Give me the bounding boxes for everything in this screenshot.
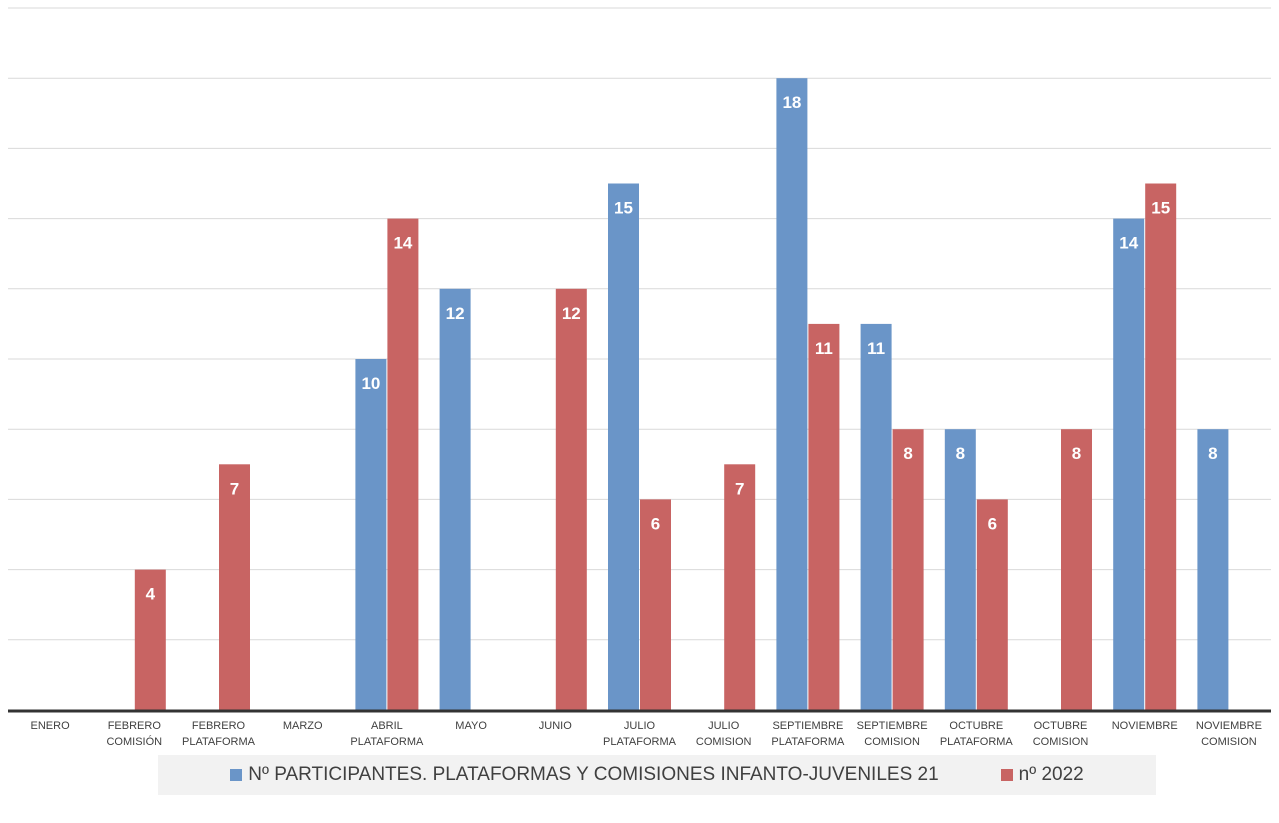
bar-series-2 [219, 464, 250, 710]
data-label: 8 [1208, 444, 1217, 463]
x-tick-label: MARZO [283, 720, 323, 732]
data-label: 11 [815, 339, 833, 358]
data-label: 6 [988, 514, 997, 533]
x-tick-label: ABRIL PLATAFORMA [350, 720, 424, 748]
bar-series-1 [944, 429, 976, 710]
data-label: 7 [230, 479, 239, 498]
data-label: 8 [956, 444, 965, 463]
legend-swatch-series-1 [230, 769, 243, 781]
x-tick-label: JULIO PLATAFORMA [603, 720, 677, 748]
data-label: 6 [651, 514, 660, 533]
data-label: 4 [146, 585, 156, 604]
gridlines [8, 7, 1271, 641]
bar-series-2 [640, 499, 671, 710]
x-tick-label: FEBREROCOMISIÓNINFANTO [106, 720, 162, 750]
bar-chart: 4 7 10 14 12 12 15 6 7 18 11 11 8 8 6 8 14 15 8 ENERO FEBRE… [8, 7, 1271, 750]
data-label: 18 [782, 93, 801, 112]
x-tick-label: JUNIO [539, 720, 572, 732]
data-label: 11 [867, 339, 885, 358]
x-tick-label: OCTUBRE COMISION [1033, 720, 1089, 748]
x-tick-label: NOVIEMBRE [1112, 720, 1178, 732]
bar-series-1 [439, 288, 471, 710]
legend-label-series-1: Nº PARTICIPANTES. PLATAFORMAS Y COMISION… [248, 764, 939, 785]
data-label: 15 [1151, 199, 1170, 218]
data-label: 12 [562, 304, 581, 323]
bar-series-2 [724, 464, 756, 710]
bar-series-2 [808, 323, 840, 710]
bar-series-1 [608, 183, 639, 710]
bar-series-1 [860, 323, 892, 710]
x-tick-label: FEBRERO PLATAFORMA [182, 720, 256, 748]
x-tick-label: SEPTIEMBRE PLATAFORMA [771, 720, 845, 748]
bar-series-1 [776, 78, 808, 710]
bars [134, 78, 1229, 710]
x-tick-label: SEPTIEMBRE COMISION [857, 720, 928, 748]
legend-swatch-series-2 [1000, 769, 1013, 781]
x-tick-label: OCTUBRE PLATAFORMA [940, 720, 1014, 748]
data-label: 14 [1119, 234, 1138, 253]
x-tick-label: MAYO [455, 720, 487, 732]
legend: Nº PARTICIPANTES. PLATAFORMAS Y COMISION… [158, 755, 1156, 795]
x-tick-label: NOVIEMBRE COMISION [1196, 720, 1262, 748]
bar-series-2 [976, 499, 1008, 710]
data-labels: 4 7 10 14 12 12 15 6 7 18 11 11 8 8 6 8 14 15 8 [146, 93, 1218, 603]
bar-series-1 [1113, 218, 1145, 710]
data-label: 10 [361, 374, 380, 393]
bar-series-1 [1197, 429, 1229, 710]
bar-series-1 [355, 359, 387, 710]
data-label: 14 [393, 234, 412, 253]
data-label: 8 [1072, 444, 1081, 463]
bar-series-2 [387, 218, 419, 710]
x-tick-label: ENERO [31, 720, 71, 732]
bar-series-2 [892, 429, 924, 710]
bar-series-2 [1145, 183, 1177, 710]
data-label: 8 [903, 444, 912, 463]
bar-series-2 [1061, 429, 1092, 710]
x-axis-tick-labels: ENERO FEBREROCOMISIÓNINFANTO FEBREROPLATAF… [31, 720, 1262, 750]
bar-series-2 [134, 569, 166, 710]
data-label: 15 [614, 199, 633, 218]
data-label: 7 [735, 479, 744, 498]
bar-series-2 [555, 288, 587, 710]
x-tick-label: JULIO COMISION [696, 720, 752, 748]
legend-label-series-2: nº 2022 [1018, 764, 1084, 785]
legend-item-series-2: nº 2022 [1000, 764, 1084, 786]
legend-item-series-1: Nº PARTICIPANTES. PLATAFORMAS Y COMISION… [230, 764, 939, 786]
data-label: 12 [446, 304, 465, 323]
